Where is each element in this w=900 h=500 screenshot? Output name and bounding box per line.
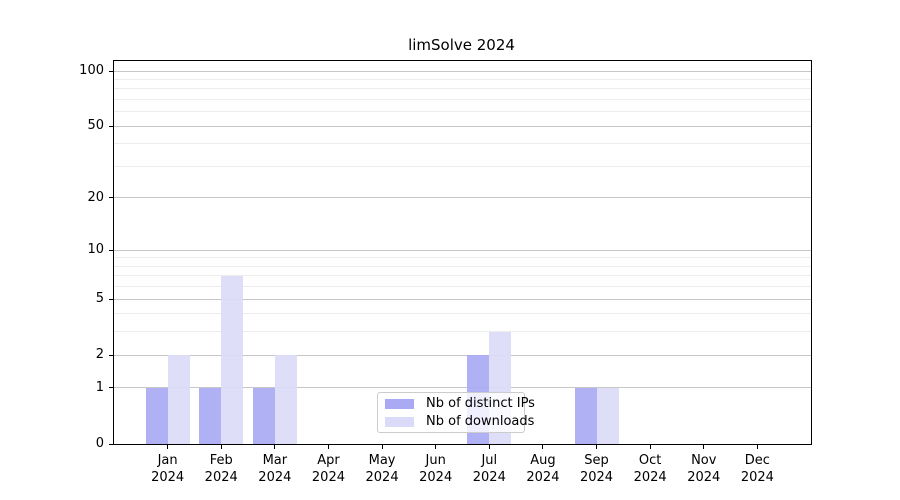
x-tick-mark xyxy=(274,444,276,449)
x-tick-mark xyxy=(756,444,758,449)
x-tick-mark xyxy=(220,444,222,449)
x-tick-label-aug: Aug 2024 xyxy=(526,453,560,485)
gridline-4 xyxy=(114,313,811,315)
y-tick-mark xyxy=(109,387,114,389)
x-tick-label-feb: Feb 2024 xyxy=(204,453,238,485)
x-tick-mark xyxy=(542,444,544,449)
x-tick-mark xyxy=(649,444,651,449)
bar-mar-distinct-ips xyxy=(252,387,275,444)
gridline-70 xyxy=(114,98,811,100)
bar-sep-distinct-ips xyxy=(574,387,597,444)
bar-sep-downloads xyxy=(596,387,619,444)
y-tick-label-20: 20 xyxy=(87,189,104,205)
bar-jan-distinct-ips xyxy=(145,387,168,444)
bar-jan-downloads xyxy=(167,355,190,444)
bar-feb-distinct-ips xyxy=(199,387,222,444)
x-tick-mark xyxy=(596,444,598,449)
legend-swatch-downloads xyxy=(385,416,414,427)
chart-title: limSolve 2024 xyxy=(408,36,515,54)
bar-mar-downloads xyxy=(274,355,297,444)
x-tick-label-nov: Nov 2024 xyxy=(687,453,721,485)
gridline-20 xyxy=(114,197,811,199)
gridline-60 xyxy=(114,111,811,113)
y-tick-label-5: 5 xyxy=(95,291,104,307)
x-tick-label-mar: Mar 2024 xyxy=(258,453,292,485)
legend-item-distinct-ips: Nb of distinct IPs xyxy=(385,396,535,411)
x-tick-mark xyxy=(435,444,437,449)
gridline-90 xyxy=(114,78,811,80)
legend-label-distinct-ips: Nb of distinct IPs xyxy=(426,396,535,411)
gridline-100 xyxy=(114,70,811,72)
y-tick-mark xyxy=(109,298,114,300)
x-tick-label-dec: Dec 2024 xyxy=(740,453,774,485)
x-tick-label-apr: Apr 2024 xyxy=(311,453,345,485)
y-tick-mark xyxy=(109,70,114,72)
x-tick-label-jul: Jul 2024 xyxy=(472,453,506,485)
x-tick-label-oct: Oct 2024 xyxy=(633,453,667,485)
x-tick-label-jun: Jun 2024 xyxy=(419,453,453,485)
y-tick-mark xyxy=(109,197,114,199)
y-tick-label-0: 0 xyxy=(95,436,104,451)
gridline-8 xyxy=(114,265,811,267)
x-tick-label-may: May 2024 xyxy=(365,453,399,485)
x-tick-mark xyxy=(167,444,169,449)
gridline-30 xyxy=(114,165,811,167)
x-tick-mark xyxy=(488,444,490,449)
gridline-40 xyxy=(114,143,811,145)
y-tick-mark xyxy=(109,249,114,251)
legend-label-downloads: Nb of downloads xyxy=(426,414,535,429)
gridline-50 xyxy=(114,125,811,127)
gridline-10 xyxy=(114,249,811,251)
gridline-5 xyxy=(114,298,811,300)
gridline-7 xyxy=(114,275,811,277)
y-tick-label-10: 10 xyxy=(87,242,104,258)
legend-swatch-distinct-ips xyxy=(385,398,414,409)
y-tick-label-2: 2 xyxy=(95,347,104,363)
x-tick-mark xyxy=(381,444,383,449)
gridline-9 xyxy=(114,257,811,259)
x-tick-mark xyxy=(327,444,329,449)
gridline-6 xyxy=(114,286,811,288)
legend: Nb of distinct IPs Nb of downloads xyxy=(377,392,535,433)
legend-item-downloads: Nb of downloads xyxy=(385,414,534,429)
x-tick-label-sep: Sep 2024 xyxy=(579,453,614,485)
gridline-1 xyxy=(114,387,811,389)
gridline-80 xyxy=(114,88,811,90)
x-tick-label-jan: Jan 2024 xyxy=(151,453,185,485)
y-tick-mark xyxy=(109,354,114,356)
bar-feb-downloads xyxy=(221,275,244,444)
gridline-2 xyxy=(114,354,811,356)
gridline-3 xyxy=(114,331,811,333)
y-tick-mark xyxy=(109,443,114,445)
y-tick-label-50: 50 xyxy=(87,118,104,134)
x-tick-mark xyxy=(703,444,705,449)
y-tick-label-100: 100 xyxy=(79,63,104,78)
y-tick-label-1: 1 xyxy=(95,379,104,395)
plot-area: 0 1 2 5 10 20 50 100 Jan 2024 Feb 2024 Mar 2024 Apr 20… xyxy=(79,60,812,485)
y-tick-mark xyxy=(109,125,114,127)
